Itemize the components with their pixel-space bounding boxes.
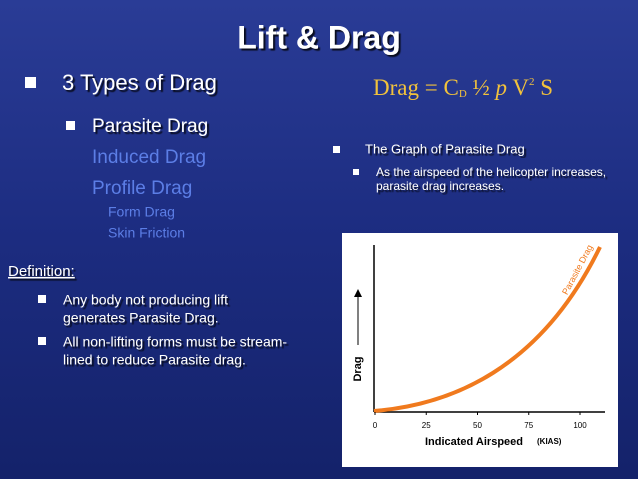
formula: Drag = CD ½ p V2 S (373, 67, 553, 104)
definition-text: All non-lifting forms must be stream- (63, 334, 287, 350)
bullet (38, 295, 46, 303)
bullet (38, 337, 46, 345)
formula-part: = (425, 75, 438, 100)
chart: Drag Indicated Airspeed (KIAS) Parasite … (342, 233, 618, 467)
definition-label: Definition: (8, 263, 75, 280)
bullet (25, 77, 36, 88)
formula-part: D (459, 88, 467, 100)
right-text: As the airspeed of the helicopter increa… (376, 165, 606, 179)
x-tick-label: 75 (524, 421, 533, 430)
subitem: Skin Friction (108, 225, 185, 241)
formula-part: V (512, 75, 529, 100)
formula-part: 2 (529, 76, 535, 88)
formula-part: Drag (373, 75, 419, 100)
bullet (66, 121, 75, 130)
y-arrow-head (354, 289, 362, 297)
definition-text: generates Parasite Drag. (63, 310, 219, 326)
y-axis-label: Drag (352, 356, 364, 381)
x-tick-label: 25 (422, 421, 431, 430)
right-heading: The Graph of Parasite Drag (365, 141, 525, 156)
definition-text: lined to reduce Parasite drag. (63, 352, 246, 368)
right-text: parasite drag increases. (376, 179, 504, 193)
formula-part: ½ (473, 75, 490, 100)
x-tick-label: 100 (573, 421, 587, 430)
bullet (353, 169, 359, 175)
x-tick-label: 50 (473, 421, 482, 430)
formula-part: C (443, 75, 458, 100)
definition-text: Any body not producing lift (63, 292, 228, 308)
x-axis-unit: (KIAS) (537, 437, 562, 446)
heading: 3 Types of Drag (62, 70, 217, 95)
item: Parasite Drag (92, 116, 208, 137)
formula-part: S (540, 75, 553, 100)
item: Profile Drag (92, 178, 192, 199)
chart-background (342, 233, 618, 467)
subitem: Form Drag (108, 204, 175, 220)
formula-part: p (494, 75, 508, 100)
bullet (333, 146, 340, 153)
x-tick-label: 0 (373, 421, 378, 430)
item: Induced Drag (92, 147, 206, 168)
x-axis-label: Indicated Airspeed (425, 436, 523, 448)
slide-title: Lift & Drag (237, 19, 401, 55)
drag-curve (373, 246, 602, 413)
